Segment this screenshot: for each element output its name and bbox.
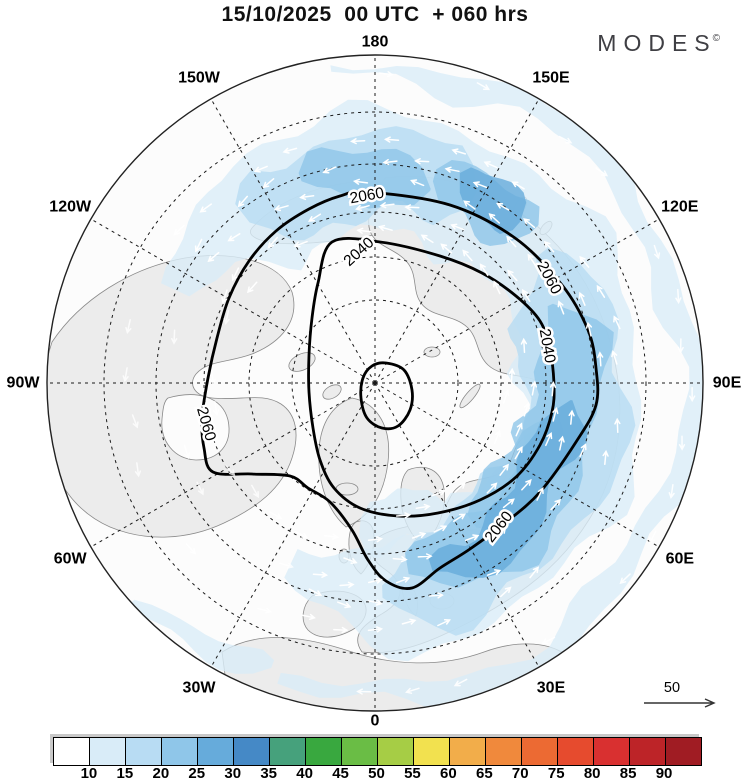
map-boundary-circle (46, 54, 704, 712)
meridian-line (374, 382, 660, 548)
colorbar-cell (450, 738, 486, 765)
latitude-circle (103, 111, 647, 655)
novaya-zemlya-island (459, 383, 481, 409)
colorbar-cell (522, 738, 558, 765)
colorbar-cell (594, 738, 630, 765)
contour-2060 (200, 190, 600, 590)
colorbar-tick: 80 (583, 765, 601, 782)
colorbar-cell (630, 738, 666, 765)
wind-speed-band (130, 599, 275, 674)
colorbar-tick: 55 (404, 765, 421, 782)
colorbar-cell (234, 738, 270, 765)
colorbar-cell (378, 738, 414, 765)
meridian-line (210, 382, 376, 668)
contour-2040 (307, 237, 556, 518)
meridian-label-30W: 30W (183, 679, 217, 696)
wind-arrow-group (122, 310, 309, 614)
colorbar-cell (126, 738, 162, 765)
copyright-icon: © (712, 33, 720, 44)
colorbar-tick: 25 (188, 765, 206, 782)
arctic-island-2 (322, 384, 342, 400)
colorbar-tick: 85 (619, 765, 637, 782)
meridian-line (90, 382, 376, 548)
colorbar-cell (162, 738, 198, 765)
colorbar-tick: 70 (511, 765, 529, 782)
colorbar-tick: 75 (547, 765, 565, 782)
modes-logo-text: MODES (597, 30, 717, 56)
colorbar-tick: 15 (116, 765, 134, 782)
wind-scale-arrow (644, 698, 716, 708)
colorbar-cell (198, 738, 234, 765)
colorbar-cell (90, 738, 126, 765)
graticule-grid (47, 55, 703, 711)
meridian-label-90E: 90E (713, 375, 742, 392)
wind-speed-band (428, 400, 588, 578)
colorbar-tick-labels: 10 15 20 25 30 35 40 45 50 55 60 65 70 75 80 85 90 (0, 765, 750, 782)
meridian-label-0: 0 (371, 713, 380, 730)
wind-scale-legend: 50 (644, 680, 716, 708)
colorbar-tick: 65 (475, 765, 493, 782)
meridian-line (374, 218, 660, 384)
colorbar-tick: 40 (296, 765, 313, 782)
contour-polar (359, 361, 414, 431)
meridian-line (210, 98, 376, 384)
svalbard-island (423, 346, 441, 358)
colorbar-tick: 35 (260, 765, 277, 782)
meridian-line (374, 382, 540, 668)
latitude-circle (291, 299, 459, 467)
wind-arrow-group (356, 71, 696, 695)
colorbar-cell (486, 738, 522, 765)
meridian-label-120E: 120E (661, 199, 699, 216)
meridian-label-180: 180 (362, 34, 389, 51)
colorbar-tick: 45 (332, 765, 349, 782)
colorbar-cell (414, 738, 450, 765)
colorbar-tick: 60 (440, 765, 457, 782)
wind-scale-value: 50 (664, 680, 680, 696)
colorbar-cell (270, 738, 306, 765)
colorbar-tick: 10 (80, 765, 98, 782)
colorbar-cell (306, 738, 342, 765)
wind-speed-band (404, 303, 614, 588)
meridian-line (374, 98, 540, 384)
meridian-line (90, 218, 376, 384)
colorbar-tick: 20 (152, 765, 170, 782)
wind-arrow-group (173, 136, 621, 634)
wind-arrow-group (395, 367, 516, 519)
meridian-label-150E: 150E (532, 70, 570, 87)
chart-title: 15/10/2025 00 UTC + 060 hrs (221, 3, 529, 26)
meridian-label-90W: 90W (7, 375, 41, 392)
wind-speed-colorbar (53, 737, 702, 766)
meridian-labels: 180 150E 120E 90E 60E 30E 0 30W 60W 90W 120W 150W (7, 34, 742, 730)
modes-logo: MODES© (597, 30, 720, 57)
colorbar-tick: 90 (655, 765, 673, 782)
meridian-label-30E: 30E (537, 679, 566, 696)
landmass-greenland (318, 397, 390, 528)
meridian-label-60W: 60W (54, 551, 88, 568)
colorbar-tick: 50 (368, 765, 385, 782)
colorbar-cell (54, 738, 90, 765)
geopotential-contours (200, 190, 600, 590)
meridian-label-120W: 120W (49, 199, 92, 216)
colorbar-tick: 30 (224, 765, 242, 782)
colorbar-cell (558, 738, 594, 765)
wind-speed-band (298, 147, 431, 209)
colorbar-cell (666, 738, 701, 765)
meridian-label-150W: 150W (178, 70, 221, 87)
colorbar-cell (342, 738, 378, 765)
meridian-label-60E: 60E (666, 551, 695, 568)
wind-arrows-layer (122, 71, 696, 695)
hudson-bay (161, 394, 230, 461)
